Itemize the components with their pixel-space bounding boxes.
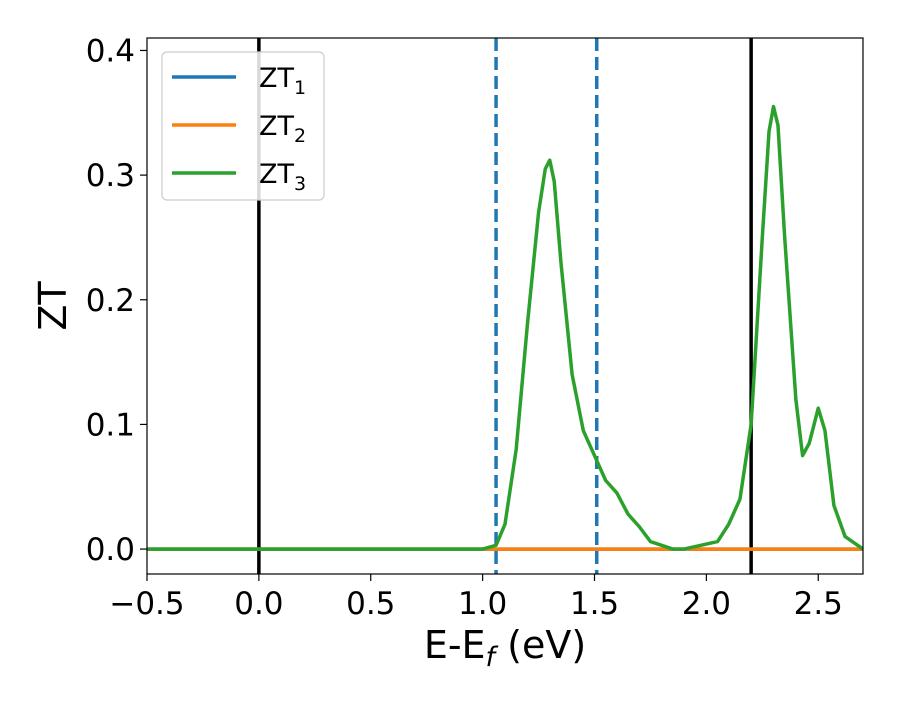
- legend-label-main: ZT: [259, 63, 294, 94]
- x-tick-label-6: 2.5: [794, 586, 843, 622]
- x-tick-label-2: 0.5: [346, 586, 395, 622]
- axes-frame: [146, 37, 864, 575]
- legend-label-sub: 1: [294, 77, 306, 99]
- legend-label-sub: 3: [294, 173, 306, 195]
- x-axis-label-main: E-E: [424, 623, 486, 667]
- y-tick-label-3: 0.3: [86, 158, 135, 194]
- legend-label-main: ZT: [259, 159, 294, 190]
- x-axis-label-unit: (eV): [495, 623, 586, 667]
- legend-label-1: ZT1: [259, 63, 306, 99]
- legend-label-2: ZT2: [259, 111, 306, 147]
- legend-label-main: ZT: [259, 111, 294, 142]
- x-tick-label-3: 1.0: [458, 586, 507, 622]
- x-tick-label-1: 0.0: [234, 586, 283, 622]
- x-axis-label: E-Ef (eV): [424, 623, 586, 673]
- series-line-3: [147, 104, 863, 551]
- y-axis-label: ZT: [31, 281, 75, 331]
- y-tick-label-1: 0.1: [86, 407, 135, 443]
- y-tick-label-0: 0.0: [86, 532, 135, 568]
- legend-box: [161, 51, 325, 201]
- legend-label-3: ZT3: [259, 159, 306, 195]
- y-tick-label-2: 0.2: [86, 283, 135, 319]
- legend-label-sub: 2: [294, 125, 306, 147]
- x-tick-label-0: −0.5: [109, 586, 184, 622]
- y-tick-label-4: 0.4: [86, 33, 135, 69]
- x-tick-label-4: 1.5: [570, 586, 619, 622]
- x-tick-label-5: 2.0: [682, 586, 731, 622]
